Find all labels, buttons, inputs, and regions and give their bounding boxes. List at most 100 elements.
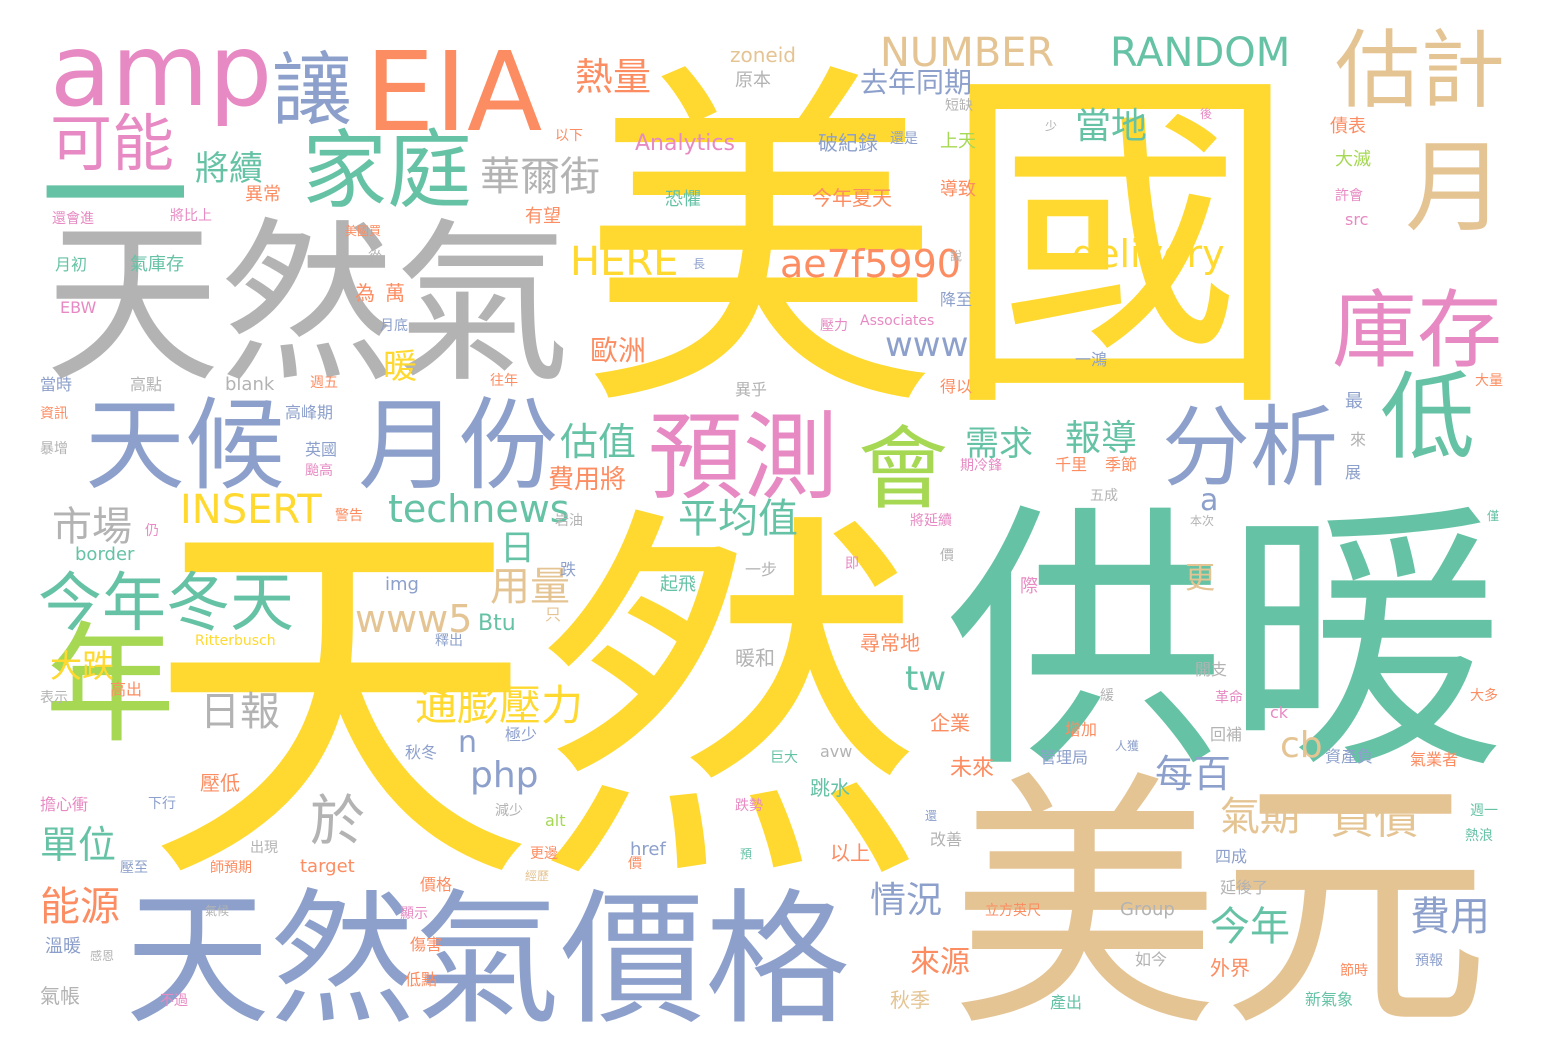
- word: 許會: [1335, 188, 1363, 204]
- word: 來: [1350, 430, 1366, 449]
- word: 五成: [1090, 488, 1118, 504]
- word: 增加: [1065, 720, 1097, 739]
- word: INSERT: [180, 487, 322, 533]
- word: 預: [740, 847, 752, 861]
- word: 報導: [1065, 418, 1137, 459]
- word: 大量: [1475, 373, 1503, 389]
- word: 美國買: [345, 224, 381, 238]
- word: 週五: [310, 375, 338, 391]
- word: blank: [225, 374, 275, 395]
- word: 極少: [505, 725, 537, 744]
- word: 月初: [55, 255, 87, 274]
- word: 今年夏天: [812, 186, 892, 210]
- word: 平均值: [678, 496, 798, 542]
- word: 短缺: [945, 98, 973, 114]
- word: 表示: [40, 690, 68, 706]
- word: 跌: [560, 560, 576, 579]
- word: 減少: [495, 802, 523, 819]
- word: 價: [940, 547, 954, 564]
- word: 債表: [1330, 116, 1366, 137]
- word: target: [300, 856, 355, 877]
- word: 將比上: [170, 208, 212, 224]
- word: 庫存: [1332, 282, 1502, 381]
- word: Btu: [478, 611, 516, 636]
- word: 日報: [200, 689, 280, 735]
- word: 跌勢: [735, 798, 763, 814]
- word: 不過: [160, 993, 188, 1009]
- word: 還是: [890, 131, 918, 147]
- word: avw: [820, 742, 852, 761]
- word: href: [630, 839, 666, 860]
- word: Analytics: [635, 131, 735, 156]
- word: 天候: [85, 387, 285, 504]
- word: 最: [1345, 391, 1363, 412]
- word: 如今: [1135, 950, 1167, 969]
- word: 價格: [420, 875, 452, 894]
- word: 僅: [1487, 509, 1499, 523]
- word: 異常: [245, 184, 281, 205]
- word: 改善: [930, 830, 962, 849]
- word: 一: [40, 112, 190, 286]
- word: 日: [500, 529, 535, 569]
- word: 天然: [145, 478, 925, 932]
- word: src: [1345, 210, 1368, 229]
- word: 估計: [1335, 22, 1505, 121]
- word: 今年: [1210, 904, 1290, 950]
- word: 當地: [1075, 106, 1147, 147]
- word: 一步: [745, 560, 777, 579]
- word: alt: [545, 811, 566, 830]
- word: 大滅: [1335, 149, 1371, 170]
- word: 節時: [1340, 962, 1368, 979]
- word: 有望: [525, 206, 561, 227]
- word: 今年冬天: [38, 567, 294, 641]
- word: Group: [1120, 899, 1175, 920]
- word: 以上: [830, 841, 870, 865]
- word: 師預期: [210, 860, 252, 876]
- word: 價: [628, 855, 642, 872]
- word: 溫暖: [45, 936, 81, 957]
- word: 資訊: [40, 406, 68, 422]
- word: border: [75, 544, 135, 565]
- word: 秋冬: [405, 743, 437, 762]
- word: 氣業者: [1410, 750, 1458, 769]
- word: 資產負: [1325, 747, 1373, 766]
- word: 經歷: [525, 869, 549, 883]
- word: 月份: [358, 387, 558, 504]
- word: 產出: [1050, 993, 1082, 1012]
- word: 警告: [335, 508, 363, 524]
- word: 壓至: [120, 860, 148, 876]
- word: 一鴻: [1075, 350, 1107, 369]
- word: 氣庫存: [130, 254, 184, 275]
- word: EIA: [365, 28, 542, 156]
- word: 開支: [1195, 660, 1227, 679]
- word: RANDOM: [1110, 30, 1290, 76]
- word: 未來: [950, 756, 994, 781]
- word: EBW: [60, 298, 97, 317]
- word: Associates: [860, 313, 934, 329]
- word: 美國: [580, 36, 1300, 455]
- word: 展: [1345, 463, 1361, 482]
- word: 四成: [1215, 847, 1247, 866]
- word: www: [885, 325, 968, 365]
- word: Ritterbusch: [195, 633, 276, 649]
- word: HERE: [570, 239, 678, 285]
- word: 供暖: [945, 481, 1505, 807]
- word: 通膨壓力: [415, 681, 583, 730]
- word: 管理局: [1040, 748, 1088, 767]
- word: ck: [1270, 703, 1289, 722]
- word: 高點: [130, 375, 162, 394]
- word: 用量: [490, 564, 570, 610]
- word: 只: [545, 605, 561, 624]
- word: 於: [310, 789, 365, 853]
- word: 季節: [1105, 455, 1137, 474]
- word: 氣候: [205, 904, 229, 918]
- word: 熱浪: [1465, 828, 1493, 844]
- word: 去年同期: [860, 66, 972, 99]
- word: 暖: [383, 347, 417, 387]
- word: 分析: [1162, 396, 1338, 499]
- word: 導致: [940, 179, 976, 200]
- word: 立方英尺: [985, 902, 1041, 919]
- word: 歐洲: [590, 334, 646, 367]
